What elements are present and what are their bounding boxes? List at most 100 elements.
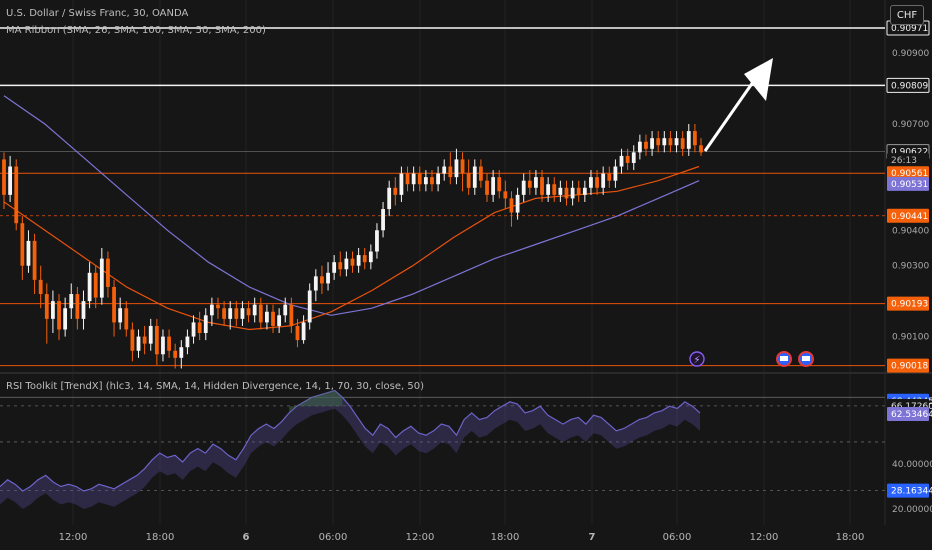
candle-body bbox=[44, 294, 49, 319]
price-tag-label: 0.90531 bbox=[891, 180, 928, 190]
candle-body bbox=[405, 173, 410, 185]
rsi-tag-box bbox=[887, 406, 929, 421]
candle-body bbox=[393, 187, 398, 195]
candle-body bbox=[607, 173, 612, 181]
price-axis: 0.90100 0.90300 0.90400 0.90700 0.90900 0.909… bbox=[886, 20, 932, 515]
candle-body bbox=[356, 255, 361, 266]
candle-body bbox=[686, 131, 691, 149]
candle-body bbox=[570, 187, 575, 199]
candle-body bbox=[295, 325, 300, 341]
candle-body bbox=[527, 180, 532, 188]
time-tick-label: 06:00 bbox=[319, 532, 348, 543]
ma-ribbon-legend[interactable]: MA Ribbon (SMA, 26, SMA, 100, SMA, 50, S… bbox=[6, 25, 266, 36]
candle-body bbox=[650, 138, 654, 149]
candle-body bbox=[252, 304, 257, 316]
candle-body bbox=[503, 191, 508, 199]
candle-body bbox=[485, 180, 489, 195]
time-tick-label: 18:00 bbox=[836, 532, 865, 543]
candle-body bbox=[692, 131, 697, 146]
candle-body bbox=[38, 279, 43, 295]
rsi-legend[interactable]: RSI Toolkit [TrendX] (hlc3, 14, SMA, 14,… bbox=[6, 381, 424, 392]
price-tag-label: 0.90193 bbox=[891, 300, 928, 310]
candle-body bbox=[656, 138, 661, 146]
rsi-tick-label: 20.00000 bbox=[892, 505, 932, 515]
price-tick-label: 0.90700 bbox=[892, 120, 929, 130]
candle-body bbox=[191, 322, 196, 337]
candle-body bbox=[442, 166, 447, 174]
candle-body bbox=[203, 315, 208, 334]
candle-body bbox=[350, 258, 355, 266]
rsi-band bbox=[0, 390, 700, 509]
candle-body bbox=[460, 159, 465, 174]
candle-body bbox=[472, 166, 477, 188]
price-tag-label: 0.90441 bbox=[891, 212, 928, 222]
candle-body bbox=[69, 294, 74, 309]
rsi-tag-label: 62.53464 bbox=[891, 410, 932, 420]
price-tag-label: 0.90809 bbox=[891, 81, 928, 91]
candle-body bbox=[234, 308, 239, 319]
candle-body bbox=[99, 258, 104, 298]
trend-arrow-head bbox=[744, 58, 773, 101]
candle-body bbox=[246, 308, 251, 316]
candle-body bbox=[130, 329, 135, 351]
currency-button[interactable]: CHF bbox=[890, 5, 924, 25]
rsi-tick-label: 40.00000 bbox=[892, 460, 932, 470]
time-tick-label: 7 bbox=[589, 532, 596, 543]
candle-body bbox=[161, 336, 165, 355]
candle-body bbox=[454, 159, 459, 178]
candle-body bbox=[57, 301, 61, 330]
candle-body bbox=[173, 350, 178, 358]
candle-body bbox=[368, 251, 373, 263]
candle-body bbox=[301, 322, 306, 341]
price-tag-box bbox=[887, 166, 929, 181]
candle-body bbox=[26, 240, 31, 266]
candle-body bbox=[338, 262, 343, 270]
candle-body bbox=[430, 177, 434, 185]
candle-body bbox=[142, 336, 147, 344]
price-tag-box bbox=[886, 77, 930, 93]
candle-body bbox=[154, 325, 159, 355]
rsi-line bbox=[0, 389, 701, 492]
candle-body bbox=[313, 276, 318, 291]
price-tag-label: 26:13 bbox=[891, 156, 917, 166]
candle-body bbox=[136, 336, 141, 351]
candle-body bbox=[521, 180, 526, 195]
time-tick-label: 18:00 bbox=[491, 532, 520, 543]
candle-body bbox=[411, 173, 416, 185]
time-tick-label: 12:00 bbox=[750, 532, 779, 543]
candle-body bbox=[81, 301, 86, 319]
price-tag-label: 0.90018 bbox=[891, 362, 928, 372]
candle-body bbox=[228, 308, 233, 319]
candle-body bbox=[699, 145, 703, 153]
candle-body bbox=[265, 311, 269, 323]
flag-icon bbox=[802, 356, 810, 361]
candle-body bbox=[271, 311, 275, 326]
price-tag-box bbox=[887, 296, 929, 311]
candle-body bbox=[375, 230, 379, 252]
trend-arrow-shaft bbox=[703, 71, 762, 152]
event-badge-lightning bbox=[689, 351, 705, 367]
candle-body bbox=[417, 173, 422, 185]
rsi-tag-label: 66.17260 bbox=[891, 402, 932, 412]
candles bbox=[2, 124, 703, 369]
candle-body bbox=[332, 262, 337, 273]
candle-body bbox=[197, 322, 202, 334]
candle-body bbox=[289, 304, 294, 326]
annotations: ⚡ bbox=[689, 58, 814, 367]
candle-body bbox=[106, 258, 110, 287]
candle-body bbox=[362, 255, 367, 263]
price-tick-label: 0.90100 bbox=[892, 333, 929, 343]
candle-body bbox=[381, 209, 385, 231]
candle-body bbox=[668, 138, 673, 146]
candle-body bbox=[320, 276, 324, 284]
candle-body bbox=[534, 177, 538, 188]
candle-body bbox=[399, 173, 404, 195]
candle-body bbox=[423, 177, 428, 185]
candle-body bbox=[51, 301, 55, 319]
candle-body bbox=[515, 194, 520, 213]
candle-body bbox=[662, 138, 667, 146]
candle-body bbox=[222, 308, 227, 319]
candle-body bbox=[601, 173, 606, 188]
